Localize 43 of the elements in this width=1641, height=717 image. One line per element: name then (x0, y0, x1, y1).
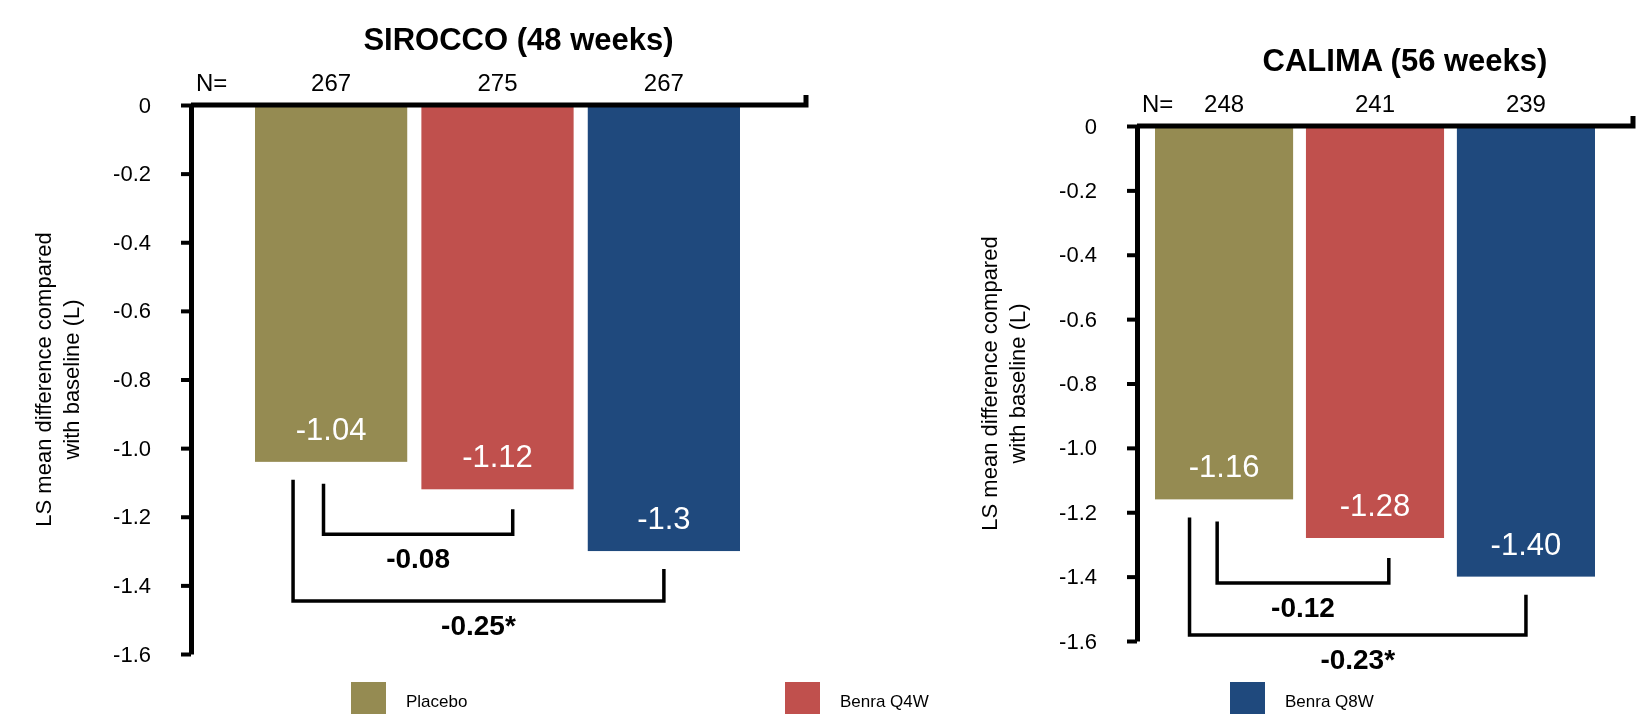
y-tick-label: -0.8 (113, 367, 151, 393)
data-label: -1.16 (1188, 449, 1260, 485)
y-tick-label: -1.2 (1059, 499, 1097, 525)
legend-label: Benra Q8W (1285, 692, 1374, 711)
text: N= (1142, 90, 1174, 117)
chart-title: SIROCCO (48 weeks) (363, 22, 674, 57)
y-tick-label: -0.4 (113, 229, 151, 255)
y-axis-title: LS mean difference compared with baseline (L) (31, 232, 84, 527)
y-tick-label: -0.6 (1059, 306, 1097, 332)
y-tick-label: -1.6 (113, 641, 151, 667)
y-tick-label: -0.2 (1059, 177, 1097, 203)
data-label: -1.12 (462, 439, 533, 475)
y-axis-title: LS mean difference compared with baseline (L) (977, 236, 1030, 531)
y-tick-label: -1.6 (1059, 628, 1097, 654)
y-tick-label: 0 (138, 92, 151, 118)
x-tick-label: 241 (1354, 90, 1396, 117)
x-tick-label: 267 (311, 69, 352, 96)
x-tick-label: 239 (1505, 90, 1546, 117)
y-tick-label: -1.0 (113, 435, 151, 461)
chart-title: CALIMA (56 weeks) (1262, 43, 1548, 78)
legend-label: Benra Q4W (840, 692, 929, 711)
x-tick-label: 267 (643, 69, 684, 96)
y-tick-label: -0.4 (1059, 242, 1097, 268)
y-tick-label: -1.4 (113, 572, 151, 598)
y-tick-label: -1.0 (1059, 435, 1097, 461)
data-label: -1.04 (295, 411, 367, 447)
text: N= (196, 69, 228, 96)
legend-label: Placebo (406, 692, 468, 711)
data-label: -1.40 (1490, 526, 1562, 562)
x-tick-label: 248 (1204, 90, 1245, 117)
y-tick-label: -0.6 (113, 298, 151, 324)
annotation: -0.25* (441, 610, 516, 642)
text: -0.23* (1320, 644, 1396, 675)
y-tick-label: -1.2 (113, 504, 151, 530)
y-tick-label: 0 (1084, 113, 1097, 139)
x-tick-label: 275 (477, 69, 518, 96)
annotation: -0.08 (386, 543, 451, 575)
data-label: -1.3 (637, 501, 691, 537)
y-tick-label: -1.4 (1059, 564, 1097, 590)
y-tick-label: -0.8 (1059, 371, 1097, 397)
y-tick-label: -0.2 (113, 161, 151, 187)
data-label: -1.28 (1339, 488, 1411, 523)
annotation: -0.12 (1271, 592, 1335, 623)
